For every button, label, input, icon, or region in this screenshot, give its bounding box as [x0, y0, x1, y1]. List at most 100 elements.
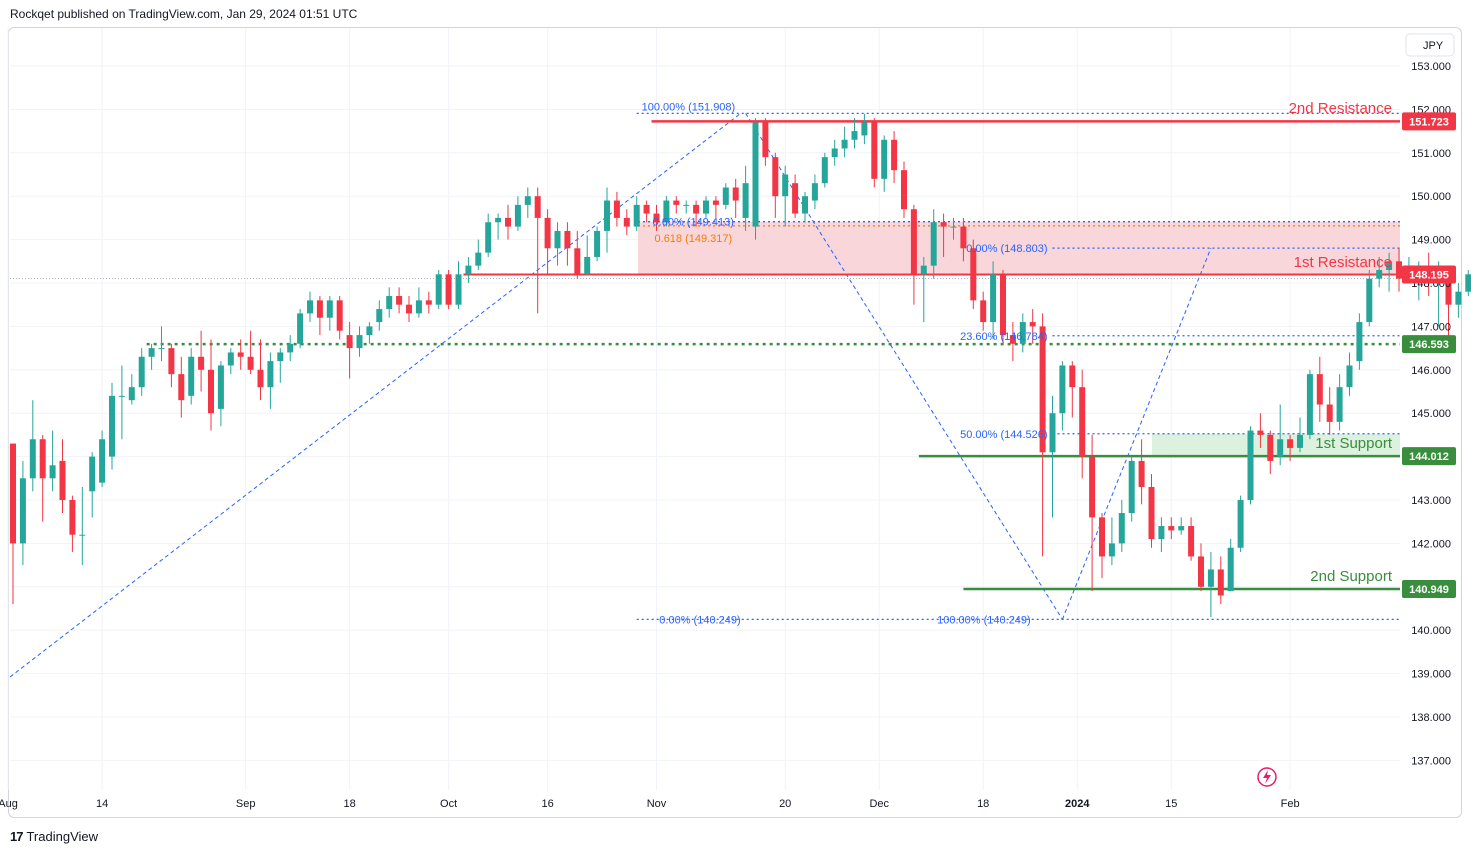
candle-body — [1287, 439, 1294, 448]
fib-labels: 100.00% (151.908) 0.60% (149.413) 0.618 (1… — [642, 101, 1048, 626]
candle-body — [1386, 261, 1393, 270]
candle-body — [1455, 291, 1462, 305]
price-tag-label: 151.723 — [1409, 116, 1449, 128]
candle-body — [663, 200, 670, 223]
candle-body — [1049, 413, 1056, 453]
candle-body — [802, 196, 808, 214]
candle-body — [366, 326, 373, 336]
candle-body — [267, 361, 274, 388]
candle-body — [1059, 365, 1066, 414]
candle-body — [990, 274, 997, 323]
candle-body — [178, 374, 185, 401]
candle-body — [1148, 486, 1155, 540]
price-tag — [1402, 112, 1456, 131]
fib-label: 100.00% (140.249) — [937, 614, 1031, 626]
candle-body — [841, 139, 848, 149]
candle-body — [1019, 322, 1026, 344]
price-tag-label: 144.012 — [1409, 451, 1449, 463]
candle-body — [297, 313, 304, 344]
candle-body — [792, 183, 799, 214]
grid — [7, 28, 1400, 790]
candle-body — [722, 187, 729, 205]
candle-body — [485, 222, 492, 253]
candle-body — [851, 131, 858, 140]
candle-body — [109, 395, 115, 457]
price-tag — [1402, 447, 1456, 466]
x-tick-label: 16 — [541, 798, 553, 810]
candle-body — [465, 265, 472, 275]
price-tags: 151.723 148.195 146.593 144.012 140.949 — [1402, 112, 1456, 599]
candle-body — [1445, 269, 1452, 305]
price-tag — [1402, 580, 1456, 599]
y-tick-label: 149.000 — [1411, 235, 1451, 247]
publisher-header: Rockqet published on TradingView.com, Ja… — [10, 7, 358, 21]
candle-body — [406, 304, 412, 314]
x-tick-label: 18 — [343, 798, 355, 810]
lightning-icon[interactable] — [1257, 767, 1277, 787]
price-tag — [1402, 335, 1456, 354]
candle-body — [1138, 460, 1145, 487]
candle-body — [1158, 526, 1165, 540]
candle-body — [10, 443, 16, 544]
y-tick-label: 137.000 — [1411, 755, 1451, 767]
candle-body — [554, 230, 561, 249]
candle-body — [564, 230, 571, 249]
tradingview-footer[interactable]: 17 TradingView — [10, 827, 98, 845]
candle-body — [604, 200, 610, 231]
candle-body — [198, 356, 205, 370]
y-tick-label: 151.000 — [1411, 148, 1451, 160]
x-tick-label: Nov — [647, 798, 667, 810]
candle-body — [1346, 365, 1353, 388]
candle-body — [1227, 547, 1234, 592]
y-tick-label: 142.000 — [1411, 538, 1451, 550]
y-tick-label: 147.000 — [1411, 321, 1451, 333]
currency-badge[interactable]: JPY — [1405, 33, 1455, 57]
candle-body — [326, 300, 333, 318]
candle-body — [1316, 374, 1323, 405]
candle-body — [1396, 261, 1402, 279]
candle-body — [208, 369, 214, 414]
candle-body — [217, 365, 224, 409]
y-tick-label: 143.000 — [1411, 495, 1451, 507]
candle-body — [643, 204, 650, 214]
candle-body — [1079, 387, 1086, 457]
candle-body — [871, 122, 878, 179]
candle-body — [861, 122, 868, 136]
candle-body — [514, 204, 521, 227]
candle-body — [1069, 365, 1076, 388]
candle-body — [1089, 456, 1096, 518]
candle-body — [1099, 517, 1105, 557]
candle-body — [69, 500, 76, 535]
x-tick-label: Aug — [0, 798, 18, 810]
candle-body — [891, 139, 898, 171]
second-resistance-label: 2nd Resistance — [1289, 100, 1392, 117]
tradingview-brand: TradingView — [26, 828, 99, 844]
candle-body — [910, 209, 917, 275]
candle-body — [1277, 439, 1284, 457]
price-tag — [1402, 265, 1456, 284]
candle-body — [29, 439, 36, 479]
candle-body — [1039, 326, 1046, 453]
fib-label: 0.00% (148.803) — [966, 243, 1047, 255]
candle-body — [1000, 274, 1006, 336]
candle-body — [1178, 526, 1185, 531]
candle-body — [1465, 274, 1471, 292]
candle-body — [1356, 322, 1363, 362]
candle-body — [1207, 569, 1214, 587]
price-tag-label: 146.593 — [1409, 339, 1449, 351]
candle-body — [227, 352, 234, 366]
candle-body — [653, 213, 660, 223]
candle-body — [1118, 513, 1125, 544]
candle-body — [574, 248, 581, 275]
y-tick-label: 139.000 — [1411, 669, 1451, 681]
candle-body — [930, 222, 937, 266]
candle-body — [920, 265, 927, 275]
candle-body — [584, 256, 591, 275]
candle-body — [1257, 430, 1264, 435]
candle-body — [524, 196, 531, 205]
fib-label: 100.00% (151.908) — [642, 101, 736, 113]
candle-body — [138, 356, 145, 388]
candle-body — [1297, 434, 1303, 448]
candle-body — [1217, 569, 1224, 596]
